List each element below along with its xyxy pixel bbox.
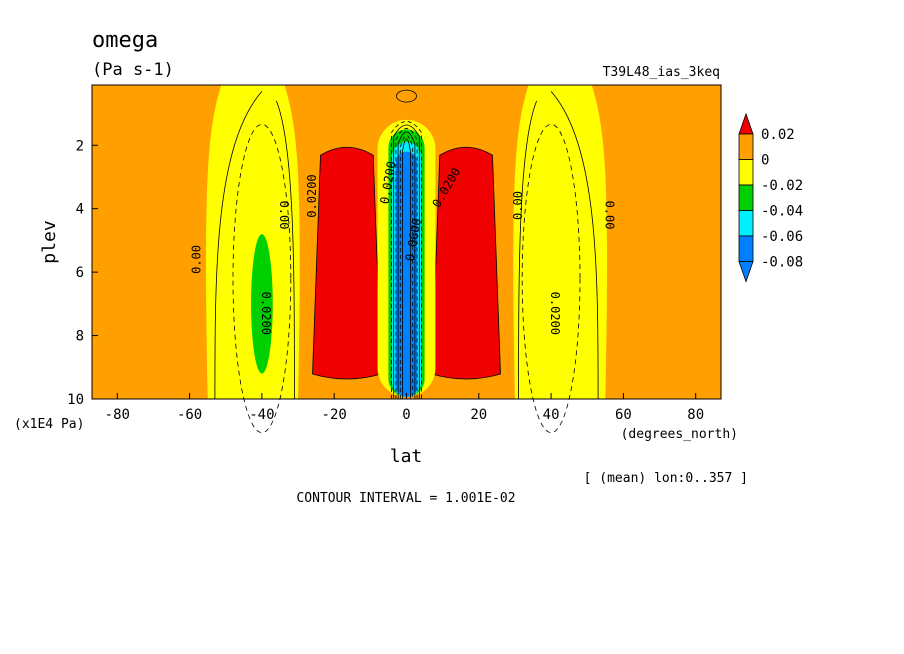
chart-title: omega [92, 28, 158, 53]
contour-label-0: 0.00 [189, 245, 203, 274]
colorbar-band [738, 235, 754, 262]
contour-label-4: 0.00 [511, 191, 525, 220]
x-tick-label: 0 [402, 407, 410, 423]
x-tick-label: -20 [322, 407, 347, 423]
y-tick-label: 10 [67, 392, 84, 408]
colorbar-label: -0.04 [761, 204, 803, 220]
y-unit-label: (x1E4 Pa) [14, 417, 84, 432]
y-axis-label: plev [39, 220, 60, 263]
colorbar-bottom-arrow [738, 261, 754, 283]
contour-lines [214, 91, 599, 434]
contour-label-5: 0.00 [602, 201, 616, 230]
zero-contour-inner-north [518, 100, 538, 400]
itcz-contour-3 [395, 128, 418, 399]
field-itcz-blue [395, 151, 418, 397]
x-unit-label: (degrees_north) [621, 427, 738, 442]
colorbar-label: 0 [761, 153, 769, 169]
y-tick-label: 8 [76, 329, 84, 345]
field-subsidence-north [431, 146, 501, 380]
field-midlat-ascent-south [251, 234, 273, 374]
x-axis-ticks: -80 -60 -40 -20 0 20 40 60 80 [105, 393, 704, 423]
colorbar-label: -0.02 [761, 178, 803, 194]
chart-units: (Pa s-1) [92, 60, 174, 80]
colorbar-band [738, 210, 754, 237]
itcz-contour-4 [393, 124, 420, 399]
x-tick-label: 60 [615, 407, 632, 423]
x-tick-label: 40 [543, 407, 560, 423]
colorbar-label: -0.08 [761, 255, 803, 271]
contour-label-2: 0.0200 [259, 292, 273, 335]
x-tick-label: -80 [105, 407, 130, 423]
dashed-contour-north [521, 123, 581, 434]
dashed-contour-south [232, 123, 292, 434]
x-tick-label: 80 [687, 407, 704, 423]
y-tick-label: 4 [76, 202, 84, 218]
zero-contour-outer-south [214, 91, 263, 400]
colorbar: 0.02 0 -0.02 -0.04 -0.06 -0.08 [738, 112, 803, 283]
x-tick-label: 20 [470, 407, 487, 423]
contour-label-6: 0.0200 [548, 292, 562, 335]
zero-contour-outer-north [550, 91, 599, 400]
x-axis-label: lat [390, 446, 423, 467]
zero-contour-inner-south [275, 100, 295, 400]
itcz-contour-5 [391, 121, 422, 399]
colorbar-label: -0.06 [761, 229, 803, 245]
contour-label-3: 0.0200 [305, 174, 319, 217]
x-tick-label: -60 [177, 407, 202, 423]
colorbar-band [738, 184, 754, 211]
experiment-label: T39L48_ias_3keq [603, 65, 720, 80]
contour-interval-note: CONTOUR INTERVAL = 1.001E-02 [296, 491, 515, 506]
field-subsidence-south [312, 146, 382, 380]
colorbar-band [738, 133, 754, 160]
contour-label-1: 0.00 [277, 201, 291, 230]
y-axis-ticks: 2 4 6 8 10 [67, 138, 98, 408]
x-tick-label: -40 [249, 407, 274, 423]
contour-fields [205, 85, 608, 399]
colorbar-band [738, 159, 754, 186]
mean-note: [ (mean) lon:0..357 ] [584, 471, 748, 486]
field-top-cap [396, 89, 417, 103]
itcz-contour-0 [402, 138, 411, 399]
colorbar-label: 0.02 [761, 127, 795, 143]
itcz-contour-2 [397, 131, 416, 399]
colorbar-top-arrow [738, 112, 754, 135]
y-tick-label: 6 [76, 265, 84, 281]
y-tick-label: 2 [76, 138, 84, 154]
